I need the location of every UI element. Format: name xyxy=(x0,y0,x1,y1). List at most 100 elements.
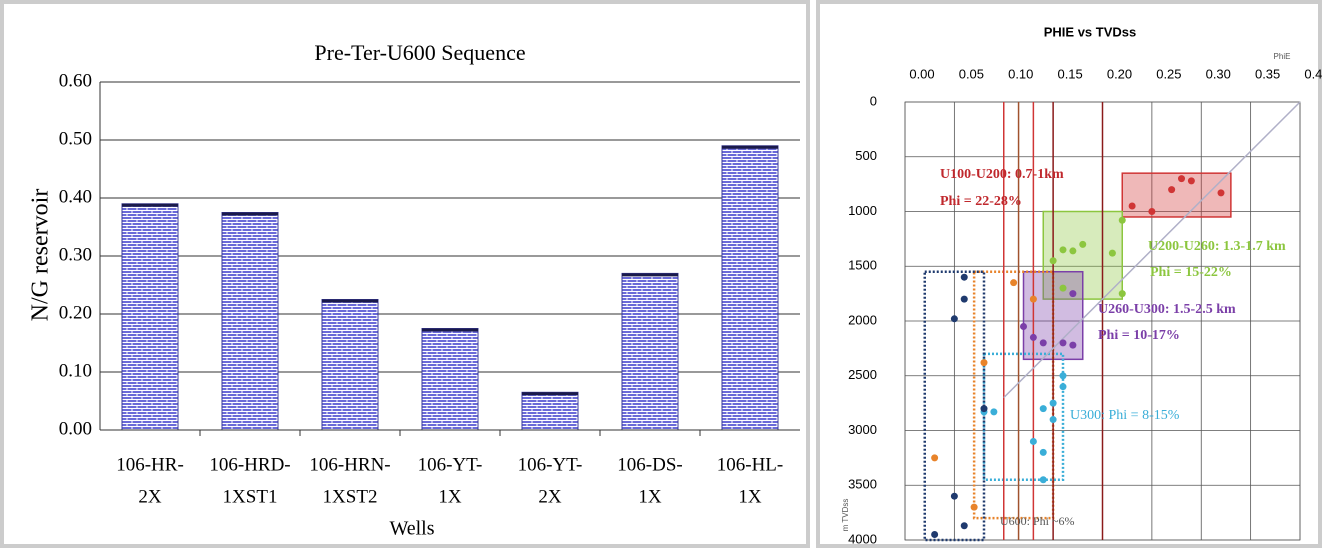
data-point xyxy=(1039,476,1047,484)
x-tick-label: 106-HRN- xyxy=(309,454,390,475)
bar xyxy=(121,203,179,431)
bar-chart: Pre-Ter-U600 Sequence N/G reservoir Well… xyxy=(28,40,800,540)
data-point xyxy=(1010,279,1018,287)
data-point xyxy=(1049,257,1057,265)
data-point xyxy=(960,522,968,530)
x-tick-label: 0.20 xyxy=(1107,66,1132,81)
y-tick-label: 2500 xyxy=(848,367,877,382)
data-point xyxy=(1069,290,1077,298)
bar xyxy=(721,145,779,431)
data-point xyxy=(1128,202,1136,210)
data-point xyxy=(1059,246,1067,254)
y-tick-label: 0.20 xyxy=(59,302,92,323)
x-tick-label: 1XST2 xyxy=(323,486,378,507)
data-point xyxy=(1059,284,1067,292)
x-tick-label: 106-HL- xyxy=(717,454,783,475)
trend-line xyxy=(1003,101,1301,399)
x-tick-label: 106-HRD- xyxy=(209,454,290,475)
data-point xyxy=(1148,208,1156,215)
data-point xyxy=(1029,437,1037,445)
chart-title: Pre-Ter-U600 Sequence xyxy=(314,40,525,65)
annotation: U260-U300: 1.5-2.5 km xyxy=(1098,302,1236,317)
y-axis-label: N/G reservoir xyxy=(28,189,54,322)
data-point xyxy=(1029,333,1037,341)
bar xyxy=(621,272,679,431)
data-point xyxy=(950,492,958,500)
y-axis-label: m TVDss xyxy=(841,499,850,532)
annotation: Phi = 15-22% xyxy=(1150,265,1232,280)
data-point xyxy=(1168,186,1176,194)
annotation: U600: Phi ~6% xyxy=(1000,514,1075,528)
y-tick-label: 500 xyxy=(855,148,877,163)
region xyxy=(972,270,1055,520)
region xyxy=(1121,172,1232,218)
x-tick-label: 0.40 xyxy=(1304,66,1322,81)
x-tick-label: 1X xyxy=(738,486,762,507)
data-point xyxy=(1069,247,1077,255)
x-tick-label: 106-DS- xyxy=(617,454,682,475)
data-point xyxy=(1049,399,1057,407)
x-tick-label: 106-HR- xyxy=(116,454,184,475)
data-point xyxy=(970,503,978,511)
data-point xyxy=(1059,372,1067,380)
x-tick-label: 0.30 xyxy=(1206,66,1231,81)
data-point xyxy=(1059,339,1067,347)
x-tick-label: 0.25 xyxy=(1156,66,1181,81)
x-axis-label: PhiE xyxy=(1274,52,1291,61)
x-tick-label: 1X xyxy=(438,486,462,507)
x-tick-label: 0.00 xyxy=(909,66,934,81)
data-point xyxy=(931,531,939,539)
data-point xyxy=(1059,383,1067,391)
data-point xyxy=(1039,448,1047,456)
y-tick-label: 1500 xyxy=(848,258,877,273)
y-tick-label: 0.00 xyxy=(59,418,92,439)
x-tick-label: 0.15 xyxy=(1057,66,1082,81)
x-tick-label: 106-YT- xyxy=(418,454,483,475)
data-point xyxy=(1079,240,1087,248)
x-tick-label: 0.05 xyxy=(959,66,984,81)
x-axis-label: Wells xyxy=(389,518,434,540)
data-point xyxy=(1178,175,1185,183)
x-tick-label: 2X xyxy=(138,486,162,507)
y-tick-label: 0.30 xyxy=(59,244,92,265)
y-tick-label: 0.60 xyxy=(59,70,92,91)
y-tick-label: 4000 xyxy=(848,531,877,546)
panel-border xyxy=(0,0,810,548)
panel-border xyxy=(816,0,1322,548)
y-tick-label: 0.50 xyxy=(59,128,92,149)
data-point xyxy=(1217,189,1225,197)
x-tick-label: 1XST1 xyxy=(223,486,278,507)
y-tick-label: 3500 xyxy=(848,477,877,492)
data-point xyxy=(1069,341,1077,349)
data-point xyxy=(980,405,988,413)
x-tick-label: 2X xyxy=(538,486,562,507)
data-point xyxy=(1108,249,1116,257)
data-point xyxy=(1029,295,1037,303)
annotation: Phi = 22-28% xyxy=(940,194,1022,209)
data-point xyxy=(980,359,988,367)
y-tick-label: 2000 xyxy=(848,312,877,327)
data-point xyxy=(1118,290,1126,298)
bar xyxy=(521,391,579,431)
data-point xyxy=(1187,177,1195,185)
data-point xyxy=(1049,416,1057,424)
data-point xyxy=(931,454,939,462)
y-tick-label: 3000 xyxy=(848,422,877,437)
chart-title: PHIE vs TVDss xyxy=(1044,24,1137,39)
data-point xyxy=(1118,216,1126,224)
y-tick-label: 1000 xyxy=(848,203,877,218)
x-tick-label: 106-YT- xyxy=(518,454,583,475)
data-point xyxy=(990,408,998,416)
x-tick-label: 1X xyxy=(638,486,662,507)
data-point xyxy=(1039,339,1047,347)
annotation: U300: Phi = 8-15% xyxy=(1070,408,1180,423)
data-point xyxy=(960,273,968,281)
region xyxy=(982,352,1065,482)
data-point xyxy=(960,295,968,303)
x-tick-label: 0.10 xyxy=(1008,66,1033,81)
data-point xyxy=(1020,322,1027,330)
data-point xyxy=(1039,405,1047,413)
bar xyxy=(221,212,279,431)
y-tick-label: 0.10 xyxy=(59,360,92,381)
